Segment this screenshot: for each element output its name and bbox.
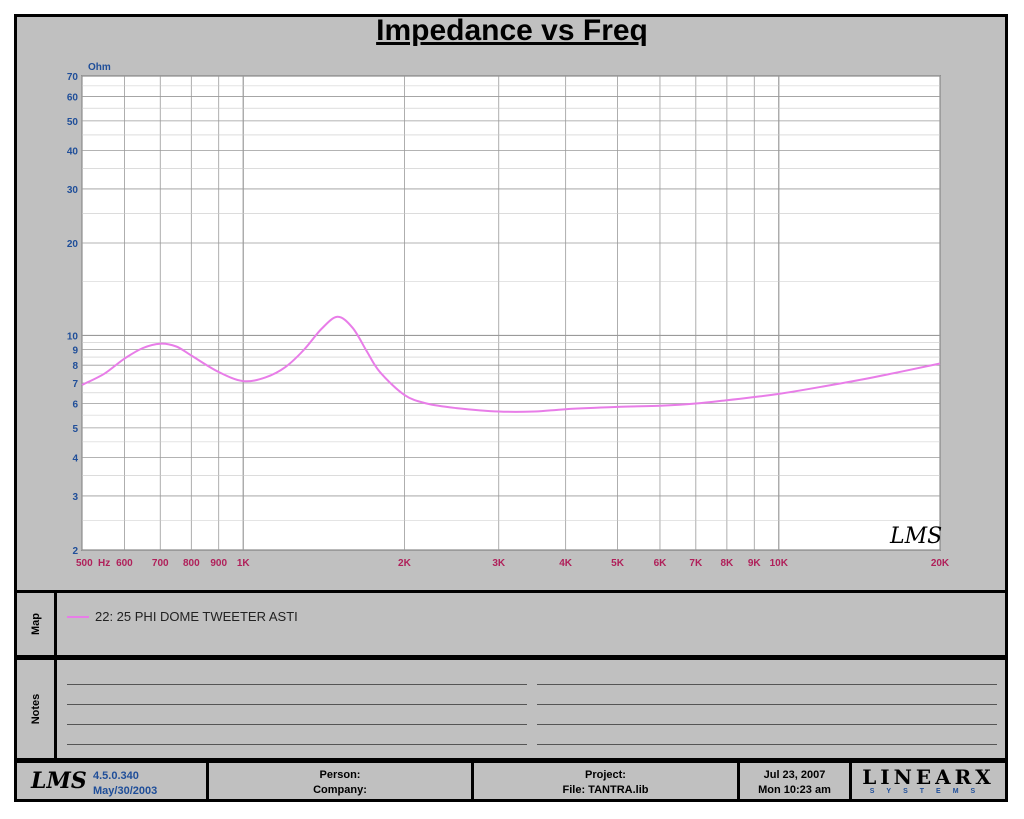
- y-tick-label: 5: [72, 424, 78, 435]
- systems-wordmark: SYSTEMS: [869, 788, 988, 795]
- note-line: [67, 744, 527, 745]
- chart-title: Impedance vs Freq: [376, 14, 648, 47]
- x-tick-label: 20K: [931, 558, 950, 569]
- y-tick-label: 10: [67, 331, 79, 342]
- footer-person-cell: Person: Company:: [209, 763, 474, 799]
- y-tick-label: 9: [72, 345, 78, 356]
- note-line: [537, 724, 997, 725]
- lms-watermark: LMS: [889, 524, 942, 549]
- y-axis-label: Ohm: [88, 62, 111, 73]
- note-line: [537, 744, 997, 745]
- x-tick-label: 9K: [748, 558, 762, 569]
- y-tick-label: 70: [67, 72, 79, 83]
- x-tick-label: 800: [183, 558, 200, 569]
- y-tick-label: 2: [72, 546, 78, 557]
- x-tick-labels: 500 Hz 600 700 800 900 1K 2K 3K 4K 5K 6K 7K 8K 9K 10K 20…: [76, 558, 950, 569]
- map-section: Map 22: 25 PHI DOME TWEETER ASTI: [14, 590, 1008, 658]
- notes-side-label: Notes: [17, 660, 57, 758]
- note-line: [537, 684, 997, 685]
- impedance-chart: 2 3 4 5 6 7 8 9 10 20 30 40 50 60 70 500 Hz 600 700 800 900…: [67, 62, 950, 569]
- note-line: [67, 704, 527, 705]
- footer-date-cell: Jul 23, 2007 Mon 10:23 am: [740, 763, 852, 799]
- x-tick-label: 1K: [237, 558, 251, 569]
- footer-version-cell: LMS 4.5.0.340 May/30/2003: [17, 763, 209, 799]
- x-tick-label: 7K: [689, 558, 703, 569]
- legend-swatch: [67, 615, 89, 618]
- y-tick-label: 6: [72, 400, 78, 411]
- version-date: May/30/2003: [93, 785, 158, 797]
- file-label: File: TANTRA.lib: [562, 784, 649, 796]
- x-tick-label: 4K: [559, 558, 573, 569]
- y-tick-label: 40: [67, 147, 79, 158]
- print-date: Jul 23, 2007: [763, 769, 826, 781]
- y-tick-label: 30: [67, 185, 79, 196]
- series-line-impedance: [81, 315, 941, 413]
- lms-logo: LMS: [31, 768, 87, 794]
- x-tick-label: 10K: [770, 558, 789, 569]
- version-number: 4.5.0.340: [93, 770, 139, 782]
- grid: [81, 75, 941, 551]
- x-tick-label: 5K: [611, 558, 625, 569]
- x-tick-label: 8K: [720, 558, 734, 569]
- map-side-label: Map: [17, 593, 57, 655]
- x-tick-label: 900: [210, 558, 227, 569]
- footer-project-cell: Project: File: TANTRA.lib: [474, 763, 740, 799]
- print-time: Mon 10:23 am: [758, 784, 831, 796]
- series-group: [81, 315, 941, 413]
- x-tick-label: 6K: [654, 558, 668, 569]
- y-tick-labels: 2 3 4 5 6 7 8 9 10 20 30 40 50 60 70: [67, 72, 79, 557]
- plot-area: [81, 75, 941, 551]
- footer-brand-cell: LINEARX SYSTEMS: [852, 763, 1005, 799]
- x-tick-label: 500: [76, 558, 93, 569]
- x-tick-label: 2K: [398, 558, 412, 569]
- x-tick-label: Hz: [98, 558, 110, 569]
- y-tick-label: 3: [72, 492, 78, 503]
- y-tick-label: 20: [67, 239, 79, 250]
- company-label: Company:: [313, 784, 367, 796]
- y-tick-label: 8: [72, 361, 78, 372]
- person-label: Person:: [319, 769, 361, 781]
- note-line: [67, 684, 527, 685]
- legend-series-name: 22: 25 PHI DOME TWEETER ASTI: [95, 609, 298, 624]
- x-tick-label: 700: [152, 558, 169, 569]
- x-tick-label: 600: [116, 558, 133, 569]
- y-tick-label: 50: [67, 117, 79, 128]
- x-tick-label: 3K: [492, 558, 506, 569]
- legend-entry: 22: 25 PHI DOME TWEETER ASTI: [67, 609, 298, 624]
- footer-bar: LMS 4.5.0.340 May/30/2003 Person: Compan…: [14, 760, 1008, 802]
- y-tick-label: 4: [72, 454, 78, 465]
- project-label: Project:: [585, 769, 626, 781]
- note-line: [67, 724, 527, 725]
- y-tick-label: 7: [72, 379, 78, 390]
- notes-section: Notes: [14, 657, 1008, 761]
- note-line: [537, 704, 997, 705]
- linearx-logo: LINEARX: [862, 765, 995, 789]
- y-tick-label: 60: [67, 93, 79, 104]
